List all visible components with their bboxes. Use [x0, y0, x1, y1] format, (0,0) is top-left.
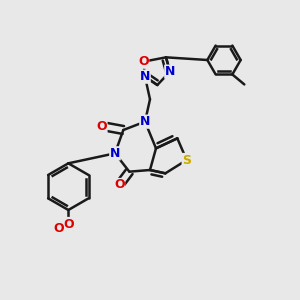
Text: O: O: [96, 119, 107, 133]
Text: N: N: [165, 65, 175, 78]
Text: O: O: [138, 55, 148, 68]
Text: O: O: [114, 178, 124, 191]
Text: S: S: [182, 154, 191, 166]
Text: O: O: [63, 218, 74, 230]
Text: N: N: [140, 115, 150, 128]
Text: N: N: [140, 70, 150, 83]
Text: N: N: [110, 147, 120, 160]
Text: O: O: [53, 223, 64, 236]
